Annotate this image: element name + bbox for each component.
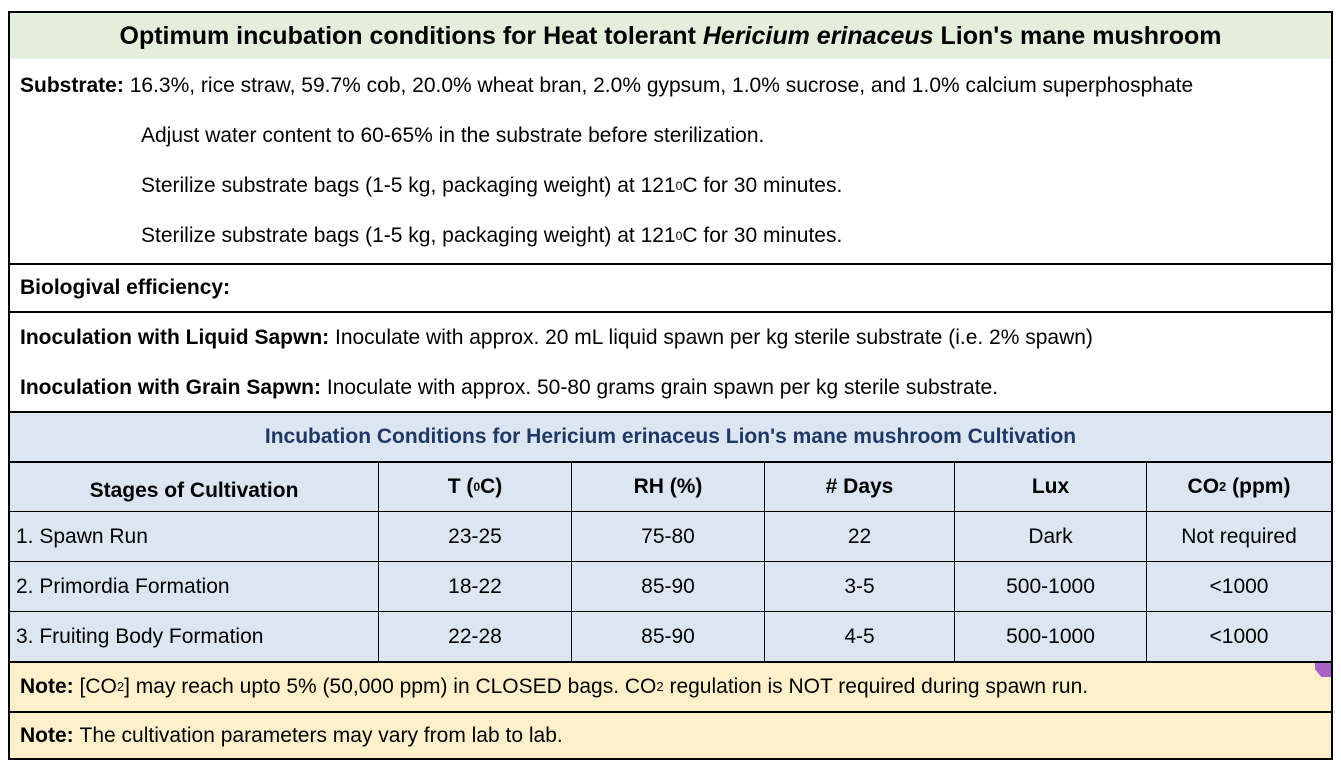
substrate-label: Substrate:	[20, 74, 124, 97]
table-row: 1. Spawn Run 23-25 75-80 22 Dark Not req…	[10, 511, 1331, 561]
cell-co2: <1000	[1209, 574, 1269, 598]
header-co2-post: (ppm)	[1226, 475, 1291, 498]
header-lux-text: Lux	[1031, 475, 1070, 498]
header-stages-text: Stages of Cultivation	[89, 479, 299, 502]
cell-co2: <1000	[1209, 624, 1269, 648]
cell-rh: 75-80	[572, 512, 765, 561]
cell-temperature: 23-25	[379, 512, 572, 561]
cell-lux: 500-1000	[955, 612, 1147, 661]
table-row: 3. Fruiting Body Formation 22-28 85-90 4…	[10, 611, 1331, 661]
header-days: # Days	[765, 463, 955, 511]
page-title-prefix: Optimum incubation conditions for Heat t…	[119, 21, 703, 50]
header-days-text: # Days	[825, 475, 894, 498]
substrate-step-water: Adjust water content to 60-65% in the su…	[10, 111, 1331, 161]
note-parameters-text: The cultivation parameters may vary from…	[73, 723, 563, 747]
substrate-composition-line: Substrate: 16.3%, rice straw, 59.7% cob,…	[10, 61, 1331, 111]
sterilize-text-pre: Sterilize substrate bags (1-5 kg, packag…	[141, 224, 676, 247]
table-row: 2. Primordia Formation 18-22 85-90 3-5 5…	[10, 561, 1331, 611]
biological-efficiency-label: Biologival efficiency:	[20, 276, 231, 299]
note-co2-p1: [CO	[73, 675, 117, 698]
incubation-table-title-text: Incubation Conditions for Hericium erina…	[264, 425, 1077, 448]
worksheet: Optimum incubation conditions for Heat t…	[8, 11, 1333, 760]
note-co2: Note: [CO 2] may reach upto 5% (50,000 pp…	[10, 661, 1331, 711]
page-title-species: Hericium erinaceus	[702, 21, 934, 50]
cell-rh: 85-90	[572, 562, 765, 611]
cell-rh: 85-90	[572, 612, 765, 661]
comment-indicator-icon[interactable]	[1315, 663, 1331, 677]
header-lux: Lux	[955, 463, 1147, 511]
note-label: Note:	[20, 723, 74, 747]
inoculation-grain-label: Inoculation with Grain Sapwn:	[20, 376, 322, 399]
header-stages: Stages of Cultivation	[10, 463, 379, 511]
substrate-section: Substrate: 16.3%, rice straw, 59.7% cob,…	[10, 59, 1331, 263]
inoculation-section: Inoculation with Liquid Sapwn: Inoculate…	[10, 311, 1331, 411]
cell-co2: Not required	[1181, 524, 1297, 548]
page-title: Optimum incubation conditions for Heat t…	[10, 13, 1331, 59]
header-rh: RH (%)	[572, 463, 765, 511]
cell-days: 4-5	[765, 612, 955, 661]
inoculation-liquid-label: Inoculation with Liquid Sapwn:	[20, 326, 330, 349]
header-co2-pre: CO	[1187, 475, 1220, 498]
sterilize-text-pre: Sterilize substrate bags (1-5 kg, packag…	[141, 174, 676, 197]
biological-efficiency-section: Biologival efficiency:	[10, 263, 1331, 311]
inoculation-grain-text: Inoculate with approx. 50-80 grams grain…	[321, 376, 999, 399]
note-co2-p2: ] may reach upto 5% (50,000 ppm) in CLOS…	[124, 675, 657, 698]
note-parameters: Note: The cultivation parameters may var…	[10, 711, 1331, 758]
sterilize-text-post: C for 30 minutes.	[682, 174, 843, 197]
substrate-step-sterilize-1: Sterilize substrate bags (1-5 kg, packag…	[141, 174, 843, 197]
header-co2: CO 2 (ppm)	[1187, 475, 1291, 498]
page-title-suffix: Lion's mane mushroom	[933, 21, 1222, 50]
cell-stage: 3. Fruiting Body Formation	[10, 612, 379, 661]
note-co2-p3: regulation is NOT required during spawn …	[663, 675, 1089, 698]
cell-lux: 500-1000	[955, 562, 1147, 611]
header-temperature-post: C)	[480, 475, 503, 498]
header-temperature: T (0 C)	[379, 463, 572, 511]
incubation-table-title: Incubation Conditions for Hericium erina…	[10, 411, 1331, 461]
cell-stage: 1. Spawn Run	[10, 512, 379, 561]
header-rh-text: RH (%)	[633, 475, 703, 498]
cell-days: 22	[765, 512, 955, 561]
substrate-step-sterilize-2: Sterilize substrate bags (1-5 kg, packag…	[141, 224, 843, 247]
table-header-row: Stages of Cultivation T (0 C) RH (%) # Da…	[10, 461, 1331, 511]
cell-stage: 2. Primordia Formation	[10, 562, 379, 611]
sterilize-text-post: C for 30 minutes.	[682, 224, 843, 247]
substrate-composition: 16.3%, rice straw, 59.7% cob, 20.0% whea…	[123, 74, 1194, 97]
cell-temperature: 18-22	[379, 562, 572, 611]
inoculation-grain-line: Inoculation with Grain Sapwn: Inoculate …	[10, 363, 1331, 413]
header-temperature-pre: T (	[447, 475, 474, 498]
cell-lux: Dark	[955, 512, 1147, 561]
note-label: Note:	[20, 675, 74, 698]
cell-temperature: 22-28	[379, 612, 572, 661]
inoculation-liquid-text: Inoculate with approx. 20 mL liquid spaw…	[329, 326, 1093, 349]
inoculation-liquid-line: Inoculation with Liquid Sapwn: Inoculate…	[10, 313, 1331, 363]
cell-days: 3-5	[765, 562, 955, 611]
substrate-step-water-text: Adjust water content to 60-65% in the su…	[141, 124, 765, 147]
